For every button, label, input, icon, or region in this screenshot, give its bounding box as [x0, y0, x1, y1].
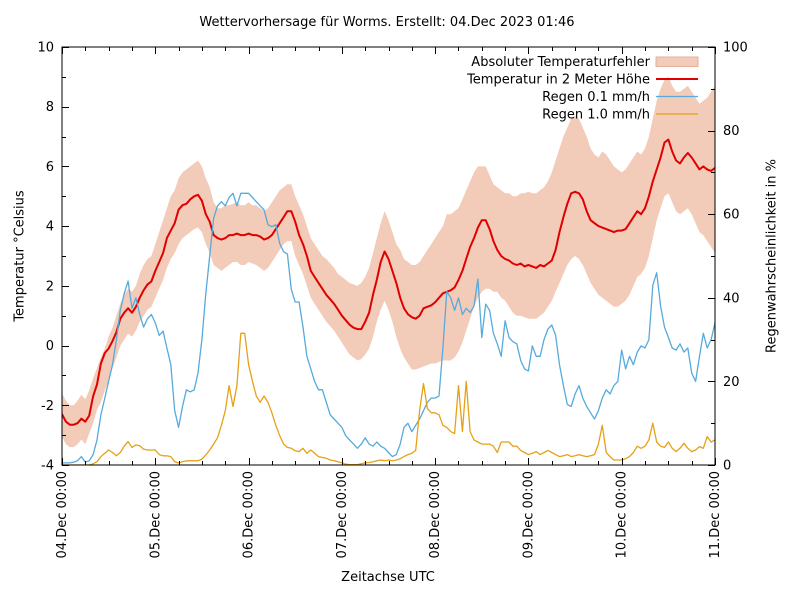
- y-right-tick-label: 100: [723, 41, 748, 56]
- legend-label: Regen 1.0 mm/h: [542, 108, 650, 123]
- y-left-tick-label: 2: [46, 279, 54, 294]
- y-left-tick-label: 4: [46, 220, 54, 235]
- y-left-tick-label: -2: [41, 399, 54, 414]
- x-tick-label: 08.Dec 00:00: [428, 471, 443, 558]
- tick-marks: [62, 47, 716, 466]
- y-left-tick-label: 0: [46, 339, 54, 354]
- legend-label: Regen 0.1 mm/h: [542, 90, 650, 105]
- y-left-tick-label: 8: [46, 100, 54, 115]
- rain-10-line: [62, 332, 715, 465]
- legend-band-swatch: [655, 56, 699, 67]
- x-tick-label: 06.Dec 00:00: [242, 471, 257, 558]
- y-right-tick-label: 60: [723, 208, 740, 223]
- y-left-tick-label: 10: [37, 41, 54, 56]
- series-layer: [62, 76, 715, 465]
- rain-01-line: [62, 192, 715, 464]
- y-left-tick-label: 6: [46, 160, 54, 175]
- legend-label: Temperatur in 2 Meter Höhe: [466, 73, 650, 88]
- x-tick-label: 05.Dec 00:00: [148, 471, 163, 558]
- y-left-tick-label: -4: [41, 459, 54, 474]
- chart-title: Wettervorhersage für Worms. Erstellt: 04…: [199, 15, 575, 30]
- legend: Absoluter Temperaturfehler Temperatur in …: [466, 55, 699, 123]
- x-axis-label: Zeitachse UTC: [341, 570, 435, 585]
- x-tick-label: 11.Dec 00:00: [708, 471, 723, 558]
- x-tick-label: 07.Dec 00:00: [335, 471, 350, 558]
- x-tick-label: 04.Dec 00:00: [55, 471, 70, 558]
- x-tick-label: 10.Dec 00:00: [615, 471, 630, 558]
- y-right-tick-label: 20: [723, 375, 740, 390]
- y-right-tick-label: 40: [723, 291, 740, 306]
- y-right-tick-label: 80: [723, 124, 740, 139]
- temperature-line: [62, 138, 715, 426]
- legend-label: Absoluter Temperaturfehler: [471, 55, 650, 70]
- x-tick-label: 09.Dec 00:00: [521, 471, 536, 558]
- y-right-tick-label: 0: [723, 459, 731, 474]
